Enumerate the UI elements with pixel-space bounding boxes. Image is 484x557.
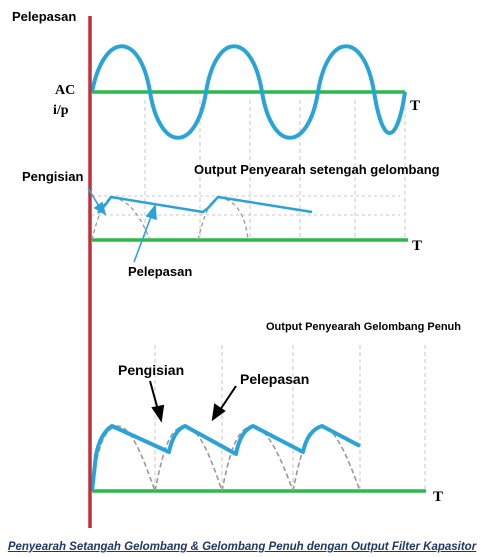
full-wave-discharging-label: Pelepasan (240, 371, 309, 387)
half-wave-guides (92, 195, 400, 216)
ac-input-sine-wave (90, 44, 407, 140)
half-wave-title: Output Penyearah setengah gelombang (194, 162, 440, 177)
charging-arrow-shaft (87, 187, 101, 209)
discharging-arrow-shaft (133, 213, 153, 263)
rectified-hump (91, 425, 156, 492)
full-wave-charging-label: Pengisian (118, 362, 184, 378)
rectifier-waveform-diagram: Pelepasan AC i/p T T T Output Penyearah … (12, 9, 461, 528)
rectified-hump (91, 197, 151, 241)
annotation-arrows (87, 187, 157, 263)
discharging-arrow-head (145, 203, 157, 221)
fw-discharging-arrow-head (211, 403, 226, 422)
ac-input-label-line2: i/p (53, 103, 69, 118)
ac-time-axis-label: T (410, 98, 420, 114)
rectified-hump (221, 425, 294, 492)
charging-arrow-head (93, 201, 107, 216)
half-wave-discharging-label: Pelepasan (128, 264, 192, 279)
fw-discharging-arrow-shaft (219, 385, 237, 411)
full-wave-title: Output Penyearah Gelombang Penuh (266, 321, 461, 333)
full-wave-time-axis-label: T (433, 489, 443, 505)
half-wave-rectified-dashed (91, 197, 249, 241)
fw-charging-arrow-shaft (149, 380, 159, 411)
figure-caption: Penyearah Setangah Gelombang & Gelombang… (7, 541, 477, 553)
rectified-hump (197, 197, 249, 241)
half-wave-time-axis-label: T (412, 238, 422, 254)
ac-input-label-line1: AC (55, 83, 75, 98)
half-wave-charging-label: Pengisian (22, 169, 83, 184)
rectified-hump (154, 425, 223, 492)
rectified-hump (292, 425, 361, 492)
half-wave-filtered-output (97, 195, 313, 214)
full-wave-filtered-output (90, 424, 361, 492)
top-title-label: Pelepasan (12, 9, 76, 24)
grid-lines (144, 100, 426, 490)
fw-charging-arrow-head (151, 404, 165, 423)
full-wave-arrows (149, 380, 237, 423)
